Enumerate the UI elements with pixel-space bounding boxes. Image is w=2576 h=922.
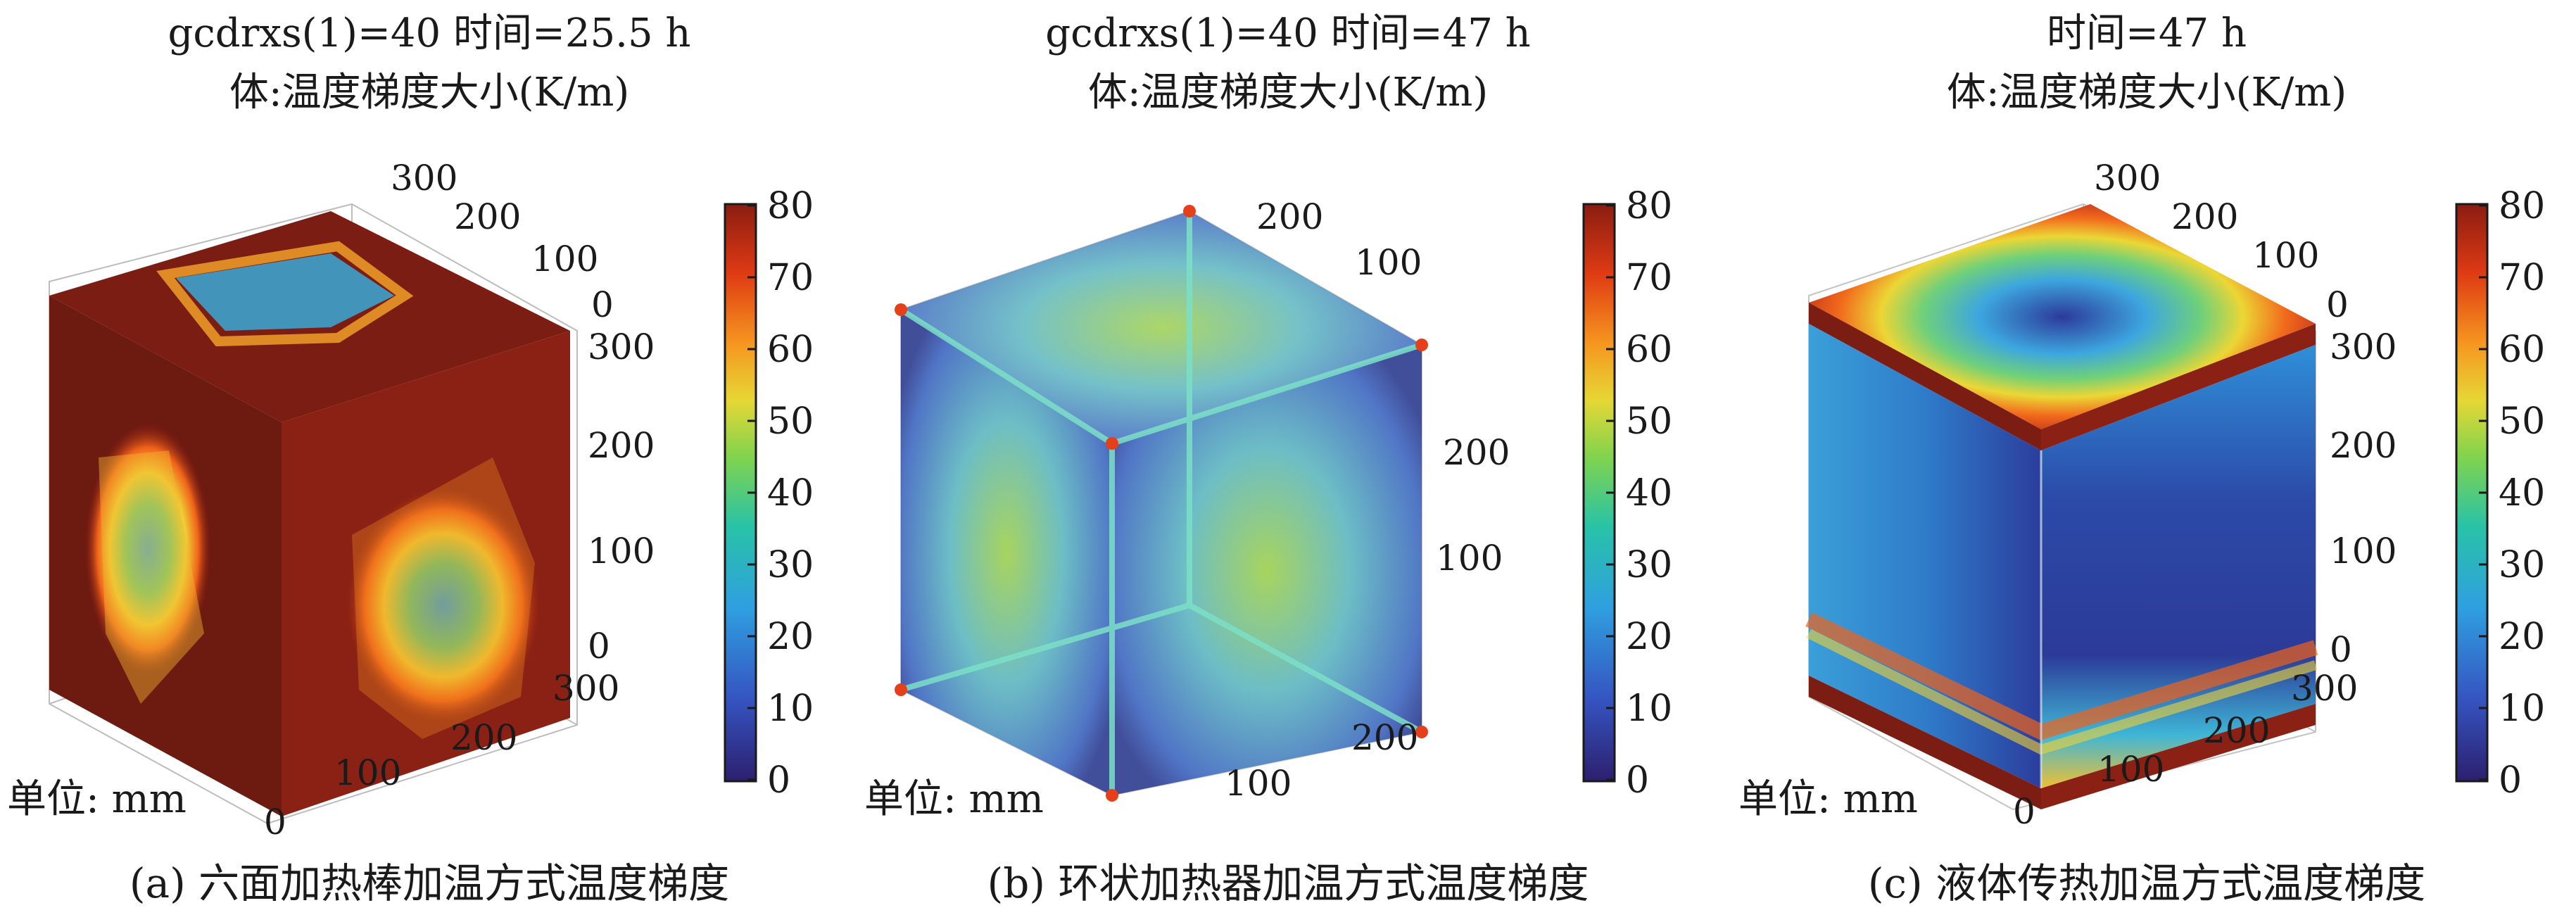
- axis-tick-label: 100: [588, 531, 655, 571]
- colorbar-tick-label: 40: [1626, 472, 1672, 514]
- axis-tick-label: 200: [588, 425, 655, 466]
- colorbar-tick-label: 50: [767, 400, 814, 443]
- colorbar-tick-label: 30: [1626, 544, 1672, 586]
- axis-tick-label: 100: [1225, 763, 1292, 804]
- axis-tick-label: 100: [2097, 749, 2164, 790]
- colorbar-tick-label: 10: [2499, 688, 2545, 730]
- axis-tick-label: 300: [553, 668, 619, 709]
- panel-a: gcdrxs(1)=40 时间=25.5 h 体:温度梯度大小(K/m) 300…: [0, 0, 859, 922]
- axis-tick-label: 100: [1355, 242, 1422, 283]
- axis-tick-label: 0: [588, 626, 610, 667]
- unit-label: 单位: mm: [1738, 776, 1918, 822]
- colorbar-tick-label: 0: [767, 759, 790, 802]
- colorbar-tick-label: 40: [2499, 472, 2545, 514]
- axis-tick-label: 200: [1443, 432, 1510, 473]
- colorbar-tick-label: 20: [1626, 616, 1672, 658]
- cube-plot-a: 300 200 100 0 300 200 100 0 300 200 100 …: [49, 158, 814, 842]
- colorbar-tick-label: 0: [1626, 759, 1649, 802]
- panel-caption: (c) 液体传热加温方式温度梯度: [1867, 859, 2426, 907]
- colorbar-tick-label: 20: [2499, 616, 2545, 658]
- axis-tick-label: 0: [591, 284, 614, 325]
- colorbar-tick-label: 40: [767, 472, 814, 514]
- colorbar: 80 70 60 50 40 30 20 10 0: [724, 185, 814, 802]
- colorbar-tick-label: 60: [767, 329, 814, 371]
- colorbar: 80 70 60 50 40 30 20 10 0: [1582, 185, 1672, 802]
- axis-tick-label: 0: [2330, 629, 2352, 670]
- colorbar-tick-label: 80: [767, 185, 814, 227]
- axis-tick-label: 100: [531, 239, 598, 279]
- colorbar-tick-label: 70: [767, 257, 814, 299]
- axis-tick-label: 200: [2203, 710, 2270, 751]
- unit-label: 单位: mm: [864, 776, 1044, 822]
- axis-tick-label: 200: [454, 196, 521, 237]
- axis-tick-label: 300: [2291, 668, 2358, 709]
- axis-tick-label: 100: [2330, 531, 2397, 571]
- axis-tick-label: 300: [588, 327, 655, 367]
- panel-title: gcdrxs(1)=40 时间=47 h: [1045, 11, 1531, 56]
- colorbar: 80 70 60 50 40 30 20 10 0: [2455, 185, 2545, 802]
- panel-title: 时间=47 h: [2046, 11, 2247, 56]
- axis-tick-label: 300: [2330, 327, 2397, 367]
- panel-title: gcdrxs(1)=40 时间=25.5 h: [168, 11, 691, 56]
- colorbar-tick-label: 80: [2499, 185, 2545, 227]
- colorbar-tick-label: 70: [2499, 257, 2545, 299]
- axis-tick-label: 0: [2326, 284, 2349, 325]
- axis-tick-label: 300: [391, 158, 457, 198]
- colorbar-tick-label: 50: [2499, 400, 2545, 443]
- colorbar-tick-label: 60: [2499, 329, 2545, 371]
- panel-subtitle: 体:温度梯度大小(K/m): [1946, 70, 2347, 115]
- panel-subtitle: 体:温度梯度大小(K/m): [1087, 70, 1489, 115]
- cube-plot-b: 200 100 200 100 200 100 80 70 60 50 40 3…: [895, 185, 1672, 804]
- colorbar-tick-label: 20: [767, 616, 814, 658]
- axis-tick-label: 100: [2252, 235, 2319, 276]
- axis-tick-label: 0: [264, 802, 286, 842]
- cube-left-face: [1809, 324, 2041, 788]
- axis-tick-label: 200: [2171, 196, 2238, 237]
- colorbar-tick-label: 60: [1626, 329, 1672, 371]
- panel-c: 时间=47 h 体:温度梯度大小(K/m) 300 200 100 0 300 …: [1717, 0, 2576, 922]
- colorbar-tick-label: 70: [1626, 257, 1672, 299]
- panel-caption: (a) 六面加热棒加温方式温度梯度: [129, 859, 730, 907]
- colorbar-tick-label: 30: [2499, 544, 2545, 586]
- axis-tick-label: 200: [2330, 425, 2397, 466]
- axis-tick-label: 200: [1351, 717, 1418, 758]
- cube-plot-c: 300 200 100 0 300 200 100 0 300 200 100 …: [1805, 158, 2545, 832]
- panel-caption: (b) 环状加热器加温方式温度梯度: [987, 859, 1589, 907]
- axis-tick-label: 200: [450, 717, 517, 758]
- panel-subtitle: 体:温度梯度大小(K/m): [229, 70, 630, 115]
- cube-right-face: [2041, 345, 2316, 788]
- colorbar-tick-label: 30: [767, 544, 814, 586]
- colorbar-tick-label: 0: [2499, 759, 2522, 802]
- unit-label: 单位: mm: [7, 776, 187, 822]
- colorbar-tick-label: 10: [1626, 688, 1672, 730]
- axis-tick-label: 200: [1256, 196, 1323, 237]
- axis-tick-label: 100: [1436, 538, 1503, 579]
- axis-tick-label: 100: [334, 752, 401, 793]
- axis-tick-label: 300: [2094, 158, 2161, 198]
- axis-tick-label: 0: [2013, 791, 2035, 832]
- cube-top-face: [1809, 204, 2316, 429]
- colorbar-tick-label: 80: [1626, 185, 1672, 227]
- colorbar-tick-label: 50: [1626, 400, 1672, 443]
- panel-b: gcdrxs(1)=40 时间=47 h 体:温度梯度大小(K/m) 200 1…: [859, 0, 1717, 922]
- colorbar-tick-label: 10: [767, 688, 814, 730]
